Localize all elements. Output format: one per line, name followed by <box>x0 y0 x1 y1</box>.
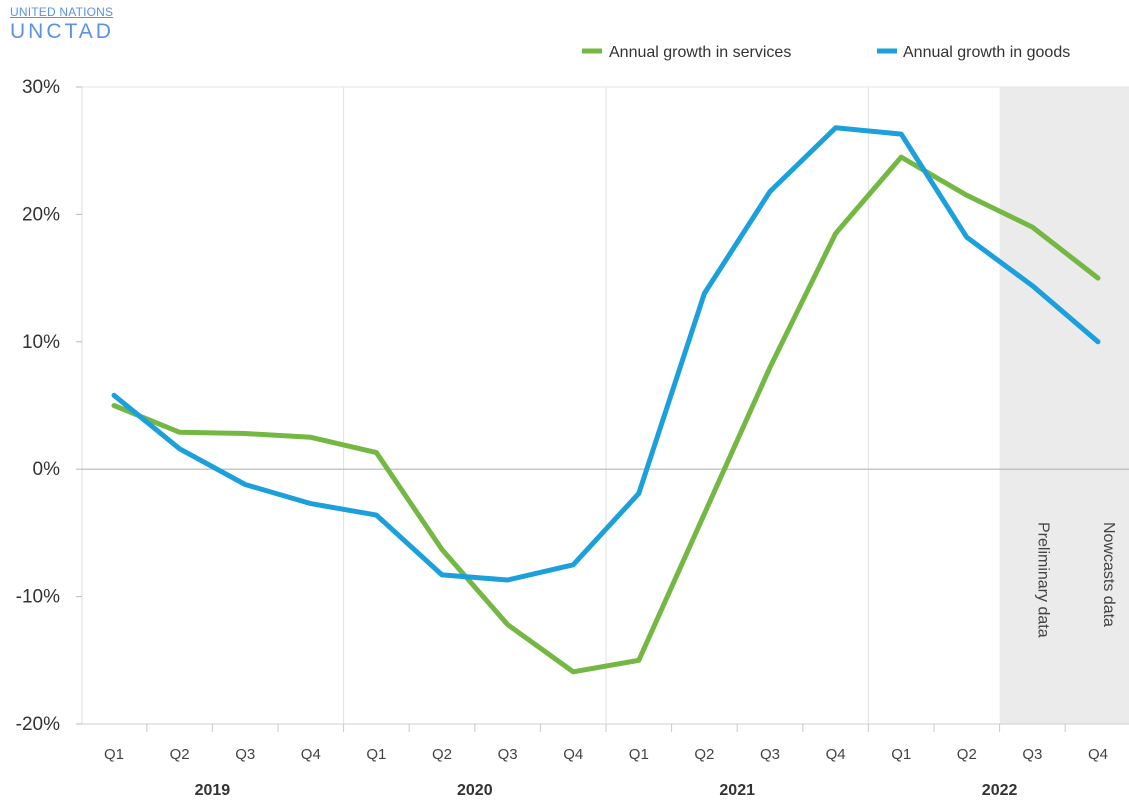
x-tick-label: Q4 <box>301 746 321 763</box>
y-tick-label: -20% <box>16 714 60 735</box>
x-tick-label: Q1 <box>891 746 911 763</box>
forecast-shaded-region <box>999 87 1129 724</box>
x-tick-label: Q2 <box>957 746 977 763</box>
unctad-logo: UNITED NATIONS UNCTAD <box>10 6 114 42</box>
x-tick-label: Q3 <box>760 746 780 763</box>
year-label: 2020 <box>457 782 493 799</box>
y-tick-label: 30% <box>22 77 60 98</box>
x-tick-label: Q3 <box>498 746 518 763</box>
x-tick-label: Q1 <box>629 746 649 763</box>
x-tick-label: Q1 <box>104 746 124 763</box>
y-tick-label: -10% <box>16 587 60 608</box>
x-tick-label: Q2 <box>170 746 190 763</box>
year-label: 2021 <box>719 782 755 799</box>
x-tick-label: Q4 <box>1088 746 1108 763</box>
logo-united-nations: UNITED NATIONS <box>10 5 114 19</box>
preliminary-data-label: Preliminary data <box>1034 522 1051 638</box>
y-tick-label: 10% <box>22 332 60 353</box>
y-tick-label: 20% <box>22 204 60 225</box>
y-tick-label: 0% <box>33 459 61 480</box>
year-label: 2019 <box>195 782 231 799</box>
x-tick-label: Q4 <box>563 746 583 763</box>
x-tick-label: Q4 <box>826 746 846 763</box>
x-tick-label: Q1 <box>366 746 386 763</box>
x-tick-label: Q3 <box>235 746 255 763</box>
year-label: 2022 <box>982 782 1018 799</box>
x-tick-label: Q2 <box>432 746 452 763</box>
services-growth-line <box>111 154 1101 675</box>
goods-growth-line <box>111 125 1101 583</box>
legend-goods-label: Annual growth in goods <box>903 44 1070 61</box>
logo-unctad: UNCTAD <box>10 20 114 43</box>
nowcasts-data-label: Nowcasts data <box>1100 522 1117 627</box>
x-tick-label: Q2 <box>694 746 714 763</box>
x-tick-label: Q3 <box>1022 746 1042 763</box>
legend-services-label: Annual growth in services <box>609 44 791 61</box>
